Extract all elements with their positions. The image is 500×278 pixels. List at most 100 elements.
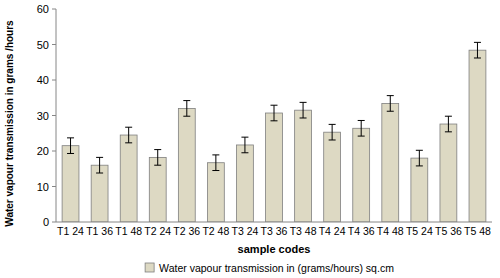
bar [382, 103, 399, 222]
bar [62, 146, 79, 222]
bar [237, 145, 254, 222]
error-cap [241, 152, 248, 153]
error-cap [67, 153, 74, 154]
error-bar [474, 42, 481, 58]
error-bar [96, 157, 103, 173]
bar [411, 158, 428, 222]
bar [91, 165, 108, 222]
error-stem [332, 124, 333, 140]
error-bar [387, 96, 394, 112]
x-tick-label: T4 36 [348, 225, 375, 237]
error-stem [244, 137, 245, 153]
bar [440, 124, 457, 222]
y-tick-label: 40 [37, 74, 49, 86]
x-tick-label: T2 36 [173, 225, 200, 237]
error-cap [445, 131, 452, 132]
x-tick-label: T3 24 [232, 225, 259, 237]
y-tick [52, 222, 56, 223]
error-cap [445, 116, 452, 117]
error-cap [474, 42, 481, 43]
x-tick-label: T2 24 [144, 225, 171, 237]
error-cap [416, 165, 423, 166]
x-tick-label: T3 36 [261, 225, 288, 237]
y-tick [52, 115, 56, 116]
error-cap [67, 137, 74, 138]
error-cap [387, 111, 394, 112]
error-cap [241, 137, 248, 138]
bars [62, 42, 486, 222]
error-bar [358, 120, 365, 136]
error-cap [96, 173, 103, 174]
x-axis [56, 222, 492, 223]
error-stem [70, 138, 71, 154]
error-stem [274, 105, 275, 121]
chart: 0102030405060T1 24T1 36T1 48T2 24T2 36T2… [0, 0, 500, 278]
x-tick-label: T1 36 [86, 225, 113, 237]
error-cap [154, 165, 161, 166]
x-tick-label: T4 24 [319, 225, 346, 237]
y-tick [52, 44, 56, 45]
error-bar [67, 138, 74, 154]
error-cap [183, 116, 190, 117]
x-tick-label: T1 48 [115, 225, 142, 237]
error-bar [300, 102, 307, 118]
error-bar [329, 124, 336, 140]
error-bar [125, 127, 132, 143]
x-tick-label: T5 24 [406, 225, 433, 237]
error-cap [474, 57, 481, 58]
x-tick-label: T2 48 [202, 225, 229, 237]
error-cap [183, 100, 190, 101]
error-stem [477, 42, 478, 58]
error-cap [125, 142, 132, 143]
error-stem [99, 157, 100, 173]
error-bar [183, 101, 190, 117]
bar [353, 128, 370, 222]
error-cap [358, 136, 365, 137]
error-stem [157, 150, 158, 166]
error-stem [448, 116, 449, 132]
error-cap [329, 124, 336, 125]
bar [207, 163, 224, 222]
y-tick-label: 30 [37, 110, 49, 122]
legend: Water vapour transmission in (grams/hour… [145, 262, 394, 274]
error-cap [358, 120, 365, 121]
bar [266, 113, 283, 222]
y-tick [52, 80, 56, 81]
error-bar [241, 137, 248, 153]
bar [324, 132, 341, 222]
y-axis-title: Water vapour transmission in grams /hour… [4, 20, 15, 227]
error-cap [125, 127, 132, 128]
y-axis [56, 9, 57, 222]
legend-label: Water vapour transmission in (grams/hour… [159, 262, 394, 274]
error-stem [390, 96, 391, 112]
bar [469, 50, 486, 222]
error-cap [416, 150, 423, 151]
error-cap [96, 157, 103, 158]
y-tick-label: 0 [43, 216, 49, 228]
error-cap [212, 170, 219, 171]
error-cap [387, 95, 394, 96]
y-tick-label: 20 [37, 145, 49, 157]
y-tick-label: 50 [37, 39, 49, 51]
error-cap [212, 154, 219, 155]
x-tick-label: T3 48 [290, 225, 317, 237]
error-bar [212, 155, 219, 171]
error-stem [215, 155, 216, 171]
y-tick [52, 9, 56, 10]
bar [120, 135, 137, 222]
error-stem [361, 120, 362, 136]
error-cap [300, 102, 307, 103]
bar [295, 110, 312, 222]
error-cap [271, 105, 278, 106]
error-stem [419, 150, 420, 166]
x-tick-label: T5 48 [464, 225, 491, 237]
error-bar [154, 150, 161, 166]
error-cap [154, 149, 161, 150]
x-tick-label: T4 48 [377, 225, 404, 237]
error-stem [186, 101, 187, 117]
error-bar [445, 116, 452, 132]
error-stem [303, 102, 304, 118]
error-stem [128, 127, 129, 143]
x-axis-title: sample codes [238, 243, 311, 255]
bar [178, 108, 195, 222]
